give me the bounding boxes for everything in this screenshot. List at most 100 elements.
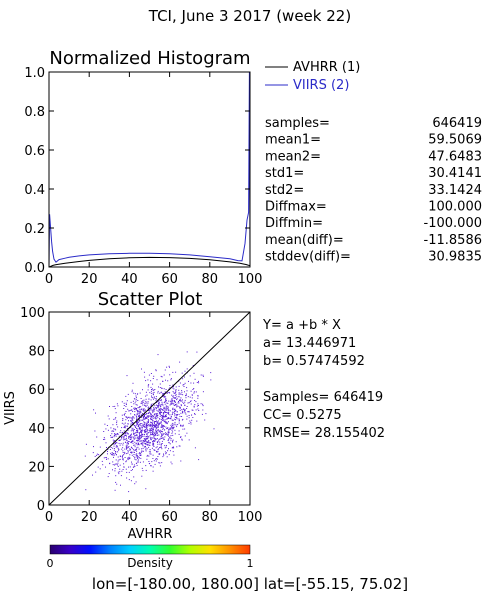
scatter-point xyxy=(194,414,196,415)
scatter-point xyxy=(137,407,139,409)
scatter-point xyxy=(155,428,157,430)
scatter-point xyxy=(119,464,121,466)
scatter-point xyxy=(135,425,137,427)
scatter-point xyxy=(156,404,157,406)
scatter-point xyxy=(128,471,130,473)
scatter-point xyxy=(155,414,157,416)
scatter-point xyxy=(122,454,124,456)
scatter-point xyxy=(135,437,137,439)
scatter-point xyxy=(131,441,133,443)
scatter-point xyxy=(151,416,152,418)
scatter-samples: Samples= 646419 xyxy=(263,390,383,405)
scatter-point xyxy=(173,410,175,412)
scatter-point xyxy=(136,409,138,411)
scatter-point xyxy=(155,447,157,449)
scatter-point xyxy=(112,447,114,449)
scatter-point xyxy=(188,417,190,419)
scatter-point xyxy=(196,405,198,407)
scatter-point xyxy=(198,405,199,406)
scatter-point xyxy=(111,433,113,435)
scatter-point xyxy=(197,395,199,397)
scatter-point xyxy=(132,440,134,442)
scatter-point xyxy=(99,468,101,470)
scatter-point xyxy=(159,447,160,449)
scatter-point xyxy=(109,406,110,407)
scatter-point xyxy=(179,407,181,409)
scatter-point xyxy=(93,409,95,411)
scatter-point xyxy=(178,433,180,435)
scatter-point xyxy=(161,430,162,432)
scatter-point xyxy=(186,390,188,392)
scatter-point xyxy=(155,415,157,417)
histogram-y-ticks: 0.0 0.2 0.4 0.6 0.8 1.0 xyxy=(24,66,250,276)
scatter-point xyxy=(140,437,142,439)
scatter-point xyxy=(115,481,117,483)
scatter-point xyxy=(160,375,162,377)
scatter-point xyxy=(171,432,173,434)
scatter-point xyxy=(158,422,160,424)
scatter-point xyxy=(158,448,159,450)
scatter-point xyxy=(129,437,131,439)
scatter-point xyxy=(128,446,130,447)
scatter-point xyxy=(197,408,199,410)
histogram-series-viirs xyxy=(49,72,250,267)
scatter-point xyxy=(168,413,169,415)
scatter-point xyxy=(150,412,152,414)
scatter-point xyxy=(135,404,137,406)
scatter-point xyxy=(121,470,123,472)
scatter-point xyxy=(174,415,176,417)
scatter-point xyxy=(107,415,109,417)
scatter-point xyxy=(115,442,116,444)
scatter-point xyxy=(158,439,160,441)
scatter-point xyxy=(139,412,141,414)
scatter-point xyxy=(120,475,122,477)
scatter-point xyxy=(166,452,167,454)
scatter-point xyxy=(118,440,120,441)
scatter-point xyxy=(178,420,180,422)
scatter-point xyxy=(160,415,162,416)
scatter-point xyxy=(122,469,124,470)
scatter-point xyxy=(111,452,113,454)
scatter-point xyxy=(130,413,132,415)
scatter-point xyxy=(182,428,184,430)
scatter-point xyxy=(121,456,123,458)
scatter-point xyxy=(149,435,151,437)
scatter-point xyxy=(167,431,169,433)
scatter-point xyxy=(158,412,160,414)
scatter-point xyxy=(93,446,94,448)
scatter-point xyxy=(148,430,150,431)
scatter-point xyxy=(194,378,196,380)
scatter-point xyxy=(160,437,162,439)
scatter-point xyxy=(172,384,174,386)
scatter-point xyxy=(165,398,167,400)
scatter-point xyxy=(164,451,166,453)
scatter-point xyxy=(127,457,129,459)
scatter-point xyxy=(169,404,171,406)
scatter-point xyxy=(153,426,155,428)
scatter-point xyxy=(136,464,138,466)
scatter-point xyxy=(138,439,140,441)
scatter-point xyxy=(175,404,176,405)
scatter-point xyxy=(131,428,133,430)
scatter-point xyxy=(132,437,134,439)
scatter-point xyxy=(112,406,114,407)
scatter-point xyxy=(159,399,161,401)
scatter-point xyxy=(154,425,156,427)
scatter-point xyxy=(144,403,146,404)
scatter-point xyxy=(144,426,146,428)
scatter-point xyxy=(163,393,165,394)
scatter-point xyxy=(151,424,153,426)
scatter-point xyxy=(117,464,118,466)
scatter-point xyxy=(143,442,145,444)
scatter-point xyxy=(153,443,155,445)
scatter-point xyxy=(136,450,138,452)
scatter-point xyxy=(131,406,133,407)
scatter-point xyxy=(149,431,151,433)
scatter-point xyxy=(154,463,156,465)
scatter-point xyxy=(168,400,170,402)
scatter-point xyxy=(128,491,130,493)
scatter-point xyxy=(210,372,212,374)
legend-label-avhrr: AVHRR (1) xyxy=(293,60,360,75)
scatter-point xyxy=(135,407,136,409)
scatter-point xyxy=(127,416,129,418)
